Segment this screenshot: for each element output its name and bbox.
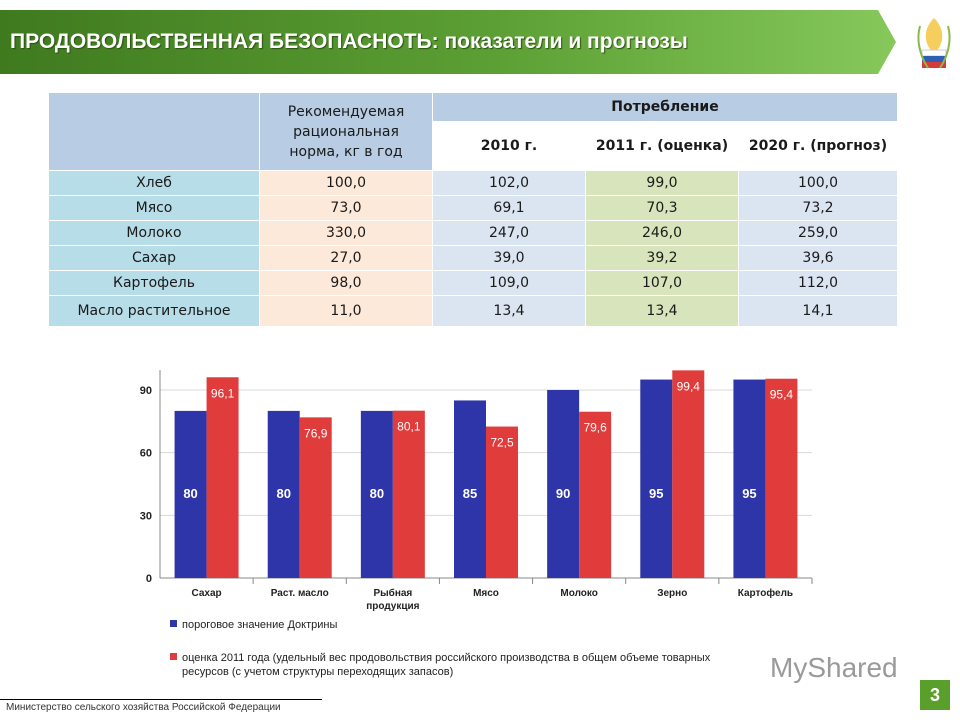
bar-data-label: 85 <box>463 486 477 501</box>
bar-doctrine <box>640 379 673 578</box>
bar-estimate-2011 <box>765 378 798 578</box>
y-tick-label: 0 <box>146 573 152 585</box>
row-name: Картофель <box>48 270 260 296</box>
row-2011: 246,0 <box>585 220 739 246</box>
watermark-text: MyShared <box>770 652 898 683</box>
row-2010: 39,0 <box>432 245 586 271</box>
page-title: ПРОДОВОЛЬСТВЕННАЯ БЕЗОПАСНОТЬ: показател… <box>10 30 688 53</box>
bar-estimate-2011 <box>579 411 612 578</box>
x-category-label: Молоко <box>560 588 598 599</box>
doctrine-bar-chart: 0 30 60 90 80 96,1 Сахар 80 76,9 Раст. масло 80 80,… <box>140 370 813 678</box>
table-row: Хлеб 100,0 102,0 99,0 100,0 <box>48 170 898 196</box>
legend-swatch-estimate <box>170 653 177 660</box>
bar-data-label: 80 <box>183 486 197 501</box>
year-header-2020: 2020 г. (прогноз) <box>738 121 898 171</box>
row-name: Хлеб <box>48 170 260 196</box>
consumption-table: Рекомендуемая рациональная норма, кг в г… <box>48 92 898 327</box>
bar-data-label: 80 <box>370 486 384 501</box>
bar-doctrine <box>454 400 486 578</box>
x-category-label: Мясо <box>473 588 499 599</box>
x-category-label: продукция <box>366 601 419 612</box>
row-2020: 39,6 <box>738 245 898 271</box>
table-row: Картофель 98,0 109,0 107,0 112,0 <box>48 270 898 296</box>
year-header-2011: 2011 г. (оценка) <box>585 121 739 171</box>
table-corner-cell <box>48 92 260 171</box>
row-2020: 73,2 <box>738 195 898 221</box>
footer-ministry: Министерство сельского хозяйства Российс… <box>6 702 281 713</box>
norm-header: Рекомендуемая рациональная норма, кг в г… <box>259 92 433 171</box>
bar-estimate-2011 <box>392 410 425 578</box>
legend-label-estimate: ресурсов (с учетом структуры переходящих… <box>182 666 453 678</box>
row-2011: 107,0 <box>585 270 739 296</box>
row-norm: 11,0 <box>259 295 433 327</box>
row-2010: 102,0 <box>432 170 586 196</box>
y-tick-label: 90 <box>140 385 152 397</box>
bar-estimate-2011 <box>299 417 332 578</box>
bar-doctrine <box>174 410 207 578</box>
bar-data-label: 95,4 <box>770 388 794 402</box>
bar-doctrine <box>267 410 300 578</box>
norm-header-label: Рекомендуемая рациональная норма, кг в г… <box>287 103 405 160</box>
bar-data-label: 72,5 <box>490 436 514 450</box>
row-name: Сахар <box>48 245 260 271</box>
bar-data-label: 76,9 <box>304 426 328 440</box>
row-norm: 330,0 <box>259 220 433 246</box>
y-tick-label: 60 <box>140 448 152 460</box>
legend-swatch-doctrine <box>170 620 177 627</box>
x-category-label: Картофель <box>738 587 793 599</box>
bar-data-label: 90 <box>556 486 570 501</box>
row-2010: 69,1 <box>432 195 586 221</box>
bar-data-label: 95 <box>649 486 663 501</box>
row-2010: 13,4 <box>432 295 586 327</box>
row-norm: 27,0 <box>259 245 433 271</box>
row-name: Молоко <box>48 220 260 246</box>
bar-data-label: 95 <box>742 486 756 501</box>
y-tick-label: 30 <box>140 510 152 522</box>
x-category-label: Сахар <box>192 588 222 599</box>
x-category-label: Раст. масло <box>271 588 329 599</box>
row-2010: 109,0 <box>432 270 586 296</box>
row-2011: 39,2 <box>585 245 739 271</box>
row-name: Мясо <box>48 195 260 221</box>
bar-doctrine <box>360 410 393 578</box>
x-category-label: Зерно <box>657 588 687 599</box>
row-2020: 259,0 <box>738 220 898 246</box>
bar-data-label: 80 <box>276 486 290 501</box>
bar-data-label: 79,6 <box>583 421 607 435</box>
legend-label-doctrine: пороговое значение Доктрины <box>182 619 337 631</box>
year-header-2010: 2010 г. <box>432 121 586 171</box>
row-2011: 13,4 <box>585 295 739 327</box>
bar-estimate-2011 <box>206 377 239 578</box>
row-norm: 73,0 <box>259 195 433 221</box>
table-row: Мясо 73,0 69,1 70,3 73,2 <box>48 195 898 221</box>
table-row: Масло растительное 11,0 13,4 13,4 14,1 <box>48 295 898 327</box>
row-norm: 100,0 <box>259 170 433 196</box>
bar-data-label: 99,4 <box>677 379 701 393</box>
x-category-label: Рыбная <box>373 587 412 599</box>
table-row: Сахар 27,0 39,0 39,2 39,6 <box>48 245 898 271</box>
row-2020: 14,1 <box>738 295 898 327</box>
row-2020: 100,0 <box>738 170 898 196</box>
header-banner: ПРОДОВОЛЬСТВЕННАЯ БЕЗОПАСНОТЬ: показател… <box>0 10 900 74</box>
row-name: Масло растительное <box>48 295 260 327</box>
row-norm: 98,0 <box>259 270 433 296</box>
bar-estimate-2011 <box>672 370 705 578</box>
bar-data-label: 80,1 <box>397 420 421 434</box>
consumption-header: Потребление <box>432 92 898 122</box>
footer-rule <box>0 699 322 700</box>
row-2011: 70,3 <box>585 195 739 221</box>
wheat-emblem-icon <box>914 16 954 72</box>
row-2011: 99,0 <box>585 170 739 196</box>
bar-doctrine <box>733 379 766 578</box>
bar-data-label: 96,1 <box>211 386 235 400</box>
table-row: Молоко 330,0 247,0 246,0 259,0 <box>48 220 898 246</box>
banner-shape <box>0 10 896 74</box>
row-2020: 112,0 <box>738 270 898 296</box>
bar-doctrine <box>547 390 580 578</box>
row-2010: 247,0 <box>432 220 586 246</box>
page-number: 3 <box>920 680 950 710</box>
bar-estimate-2011 <box>486 426 518 578</box>
legend-label-estimate: оценка 2011 года (удельный вес продоволь… <box>182 652 711 664</box>
